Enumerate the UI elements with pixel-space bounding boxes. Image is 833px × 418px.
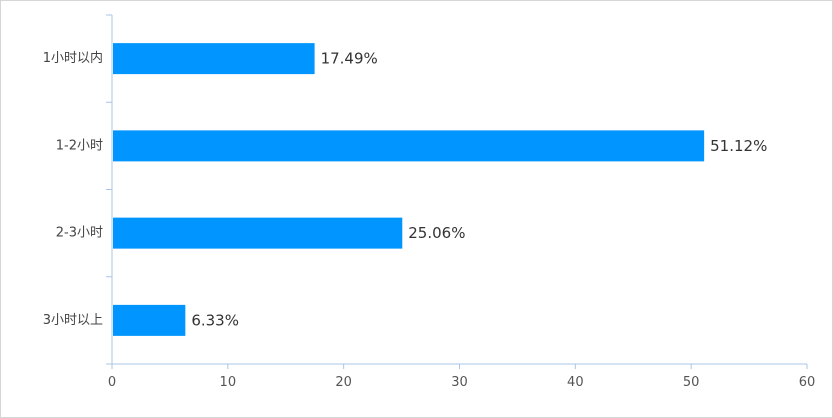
data-label: 25.06% [408, 224, 465, 242]
x-tick-label: 50 [683, 375, 700, 390]
bar [113, 43, 315, 75]
bar [113, 217, 403, 249]
data-label: 51.12% [710, 137, 767, 155]
x-tick-label: 40 [567, 375, 584, 390]
y-axis-ticks [106, 14, 112, 365]
data-label: 6.33% [191, 311, 239, 329]
x-axis-ticks: 0 10 20 30 40 50 60 [108, 364, 815, 390]
data-labels: 17.49% 51.12% 25.06% 6.33% [191, 50, 767, 330]
bar [113, 304, 186, 336]
bar [113, 130, 705, 162]
x-tick-label: 0 [108, 375, 116, 390]
category-labels: 1小时以内 1-2小时 2-3小时 3小时以上 [43, 50, 103, 328]
category-label: 3小时以上 [43, 313, 103, 328]
x-tick-label: 20 [335, 375, 352, 390]
x-tick-label: 10 [220, 375, 237, 390]
category-label: 1小时以内 [43, 50, 103, 66]
x-tick-label: 60 [799, 375, 816, 390]
bars [113, 43, 705, 336]
category-label: 1-2小时 [56, 138, 103, 153]
category-label: 2-3小时 [56, 226, 103, 241]
data-label: 17.49% [321, 50, 378, 68]
x-tick-label: 30 [451, 375, 468, 390]
